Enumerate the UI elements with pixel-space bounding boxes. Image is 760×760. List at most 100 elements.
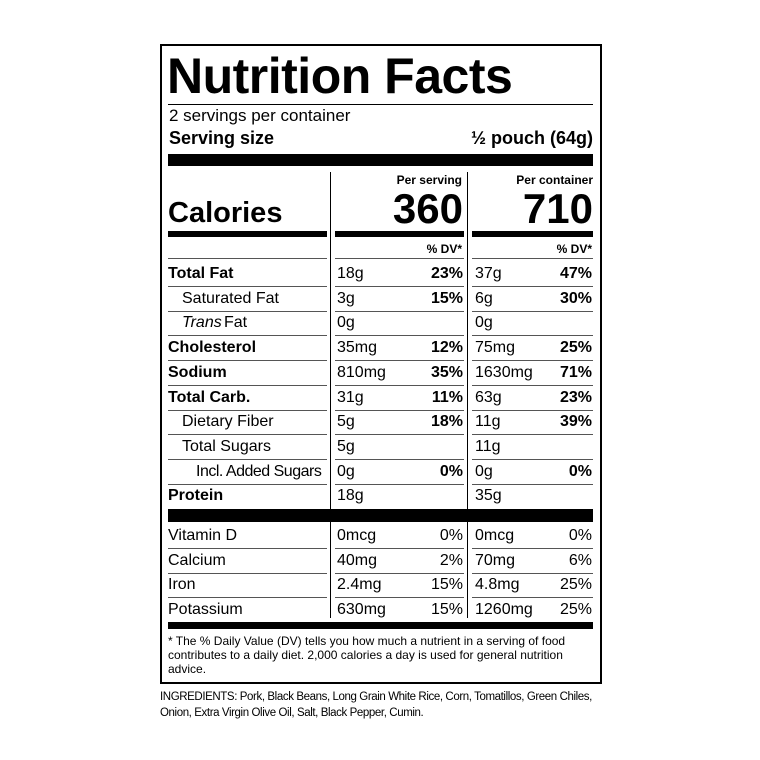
row-rule bbox=[335, 597, 464, 598]
container-amount: 63g bbox=[475, 388, 502, 406]
servings: 2 servings per container bbox=[169, 106, 351, 125]
row-label: Incl. Added Sugars bbox=[196, 462, 322, 480]
thick-rule bbox=[335, 231, 464, 237]
container-amount: 37g bbox=[475, 265, 502, 282]
row-rule bbox=[472, 385, 593, 386]
footnote: * The % Daily Value (DV) tells you how m… bbox=[168, 634, 566, 676]
thick-rule bbox=[168, 509, 593, 522]
row-label: Vitamin D bbox=[168, 527, 238, 544]
serving-dv: 15% bbox=[430, 601, 463, 619]
serving-dv: 15% bbox=[430, 289, 463, 307]
rule bbox=[168, 104, 593, 105]
row-rule bbox=[335, 335, 464, 336]
dv-header: % DV* bbox=[556, 242, 592, 256]
container-amount: 1630mg bbox=[475, 363, 533, 381]
serving-amount: 31g bbox=[337, 388, 364, 406]
panel bbox=[160, 44, 602, 684]
row-rule bbox=[168, 360, 327, 361]
row-rule bbox=[168, 597, 327, 598]
container-dv: 6% bbox=[568, 551, 592, 569]
serving-amount: 18g bbox=[337, 487, 364, 505]
container-dv: 0% bbox=[568, 462, 592, 480]
column-divider bbox=[467, 172, 468, 618]
calories-per-serving: 360 bbox=[392, 185, 463, 232]
row-rule bbox=[335, 311, 464, 312]
row-rule bbox=[168, 573, 327, 574]
row-rule bbox=[472, 434, 593, 435]
serving-amount: 0g bbox=[337, 314, 355, 332]
row-label: Calcium bbox=[168, 551, 226, 569]
container-dv: 47% bbox=[559, 265, 592, 282]
row-rule bbox=[335, 548, 464, 549]
serving-dv: 35% bbox=[430, 363, 463, 381]
serving-dv: 15% bbox=[430, 576, 463, 594]
row-rule bbox=[335, 360, 464, 361]
container-amount: 6g bbox=[475, 289, 493, 307]
container-amount: 0mcg bbox=[475, 527, 515, 544]
row-label: Protein bbox=[168, 487, 224, 505]
row-rule bbox=[472, 410, 593, 411]
container-amount: 0g bbox=[475, 314, 493, 332]
row-label: Sodium bbox=[168, 363, 227, 381]
container-dv: 0% bbox=[568, 527, 592, 544]
row-rule bbox=[168, 410, 327, 411]
row-label: Total Carb. bbox=[168, 388, 251, 406]
serving-size: ½ pouch (64g) bbox=[470, 128, 593, 148]
row-rule bbox=[472, 459, 593, 460]
container-amount: 35g bbox=[475, 487, 502, 505]
serving-dv: 0% bbox=[439, 527, 463, 544]
row-rule bbox=[472, 335, 593, 336]
row-label: Fat bbox=[224, 314, 248, 332]
thick-rule bbox=[168, 154, 593, 166]
row-rule bbox=[472, 258, 593, 259]
serving-amount: 40mg bbox=[337, 551, 378, 569]
container-amount: 11g bbox=[475, 437, 501, 455]
row-rule bbox=[335, 258, 464, 259]
thick-rule bbox=[168, 231, 327, 237]
row-rule bbox=[168, 335, 327, 336]
per-container-label: Per container bbox=[516, 173, 593, 187]
per-serving-label: Per serving bbox=[396, 173, 462, 187]
container-amount: 75mg bbox=[475, 339, 516, 357]
calories-per-container: 710 bbox=[522, 185, 593, 232]
container-dv: 71% bbox=[559, 363, 592, 381]
ingredients: INGREDIENTS: Pork, Black Beans, Long Gra… bbox=[160, 691, 592, 719]
serving-amount: 3g bbox=[337, 289, 355, 307]
container-dv: 30% bbox=[559, 289, 592, 307]
serving-dv: 11% bbox=[431, 388, 463, 406]
container-amount: 1260mg bbox=[475, 601, 533, 619]
row-rule bbox=[472, 484, 593, 485]
serving-dv: 18% bbox=[430, 413, 463, 431]
row-rule bbox=[335, 385, 464, 386]
calories-label: Calories bbox=[168, 197, 283, 229]
serving-amount: 35mg bbox=[337, 339, 378, 357]
row-label: Dietary Fiber bbox=[182, 413, 274, 431]
serving-dv: 0% bbox=[439, 462, 463, 480]
container-dv: 25% bbox=[559, 601, 592, 619]
row-rule bbox=[335, 286, 464, 287]
row-label: Total Fat bbox=[168, 265, 234, 282]
row-rule bbox=[168, 484, 327, 485]
container-amount: 11g bbox=[475, 413, 501, 431]
container-amount: 70mg bbox=[475, 551, 516, 569]
serving-amount: 18g bbox=[337, 265, 364, 282]
row-rule bbox=[168, 258, 327, 259]
container-amount: 0g bbox=[475, 462, 493, 480]
row-rule bbox=[168, 434, 327, 435]
row-label: Total Sugars bbox=[182, 437, 271, 455]
row-rule bbox=[168, 459, 327, 460]
serving-amount: 630mg bbox=[337, 601, 386, 619]
row-rule bbox=[168, 311, 327, 312]
serving-amount: 0g bbox=[337, 462, 355, 480]
row-rule bbox=[472, 573, 593, 574]
row-rule bbox=[168, 548, 327, 549]
serving-amount: 5g bbox=[337, 437, 355, 455]
row-rule bbox=[472, 548, 593, 549]
row-label: Potassium bbox=[168, 601, 243, 619]
thick-rule bbox=[472, 231, 593, 237]
container-dv: 25% bbox=[559, 576, 592, 594]
row-rule bbox=[168, 385, 327, 386]
row-rule bbox=[472, 360, 593, 361]
container-dv: 23% bbox=[559, 388, 592, 406]
